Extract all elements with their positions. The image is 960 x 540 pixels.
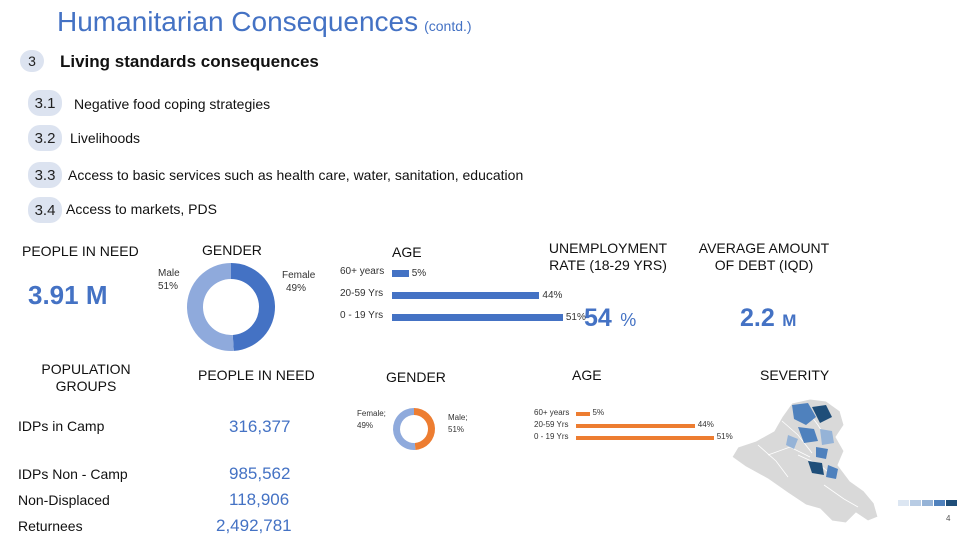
people-in-need-label: PEOPLE IN NEED [22,243,139,259]
subitem-number-badge: 3.4 [28,197,62,223]
debt-unit: M [782,311,797,330]
unemployment-value-block: 54 % [584,304,636,333]
donut-female-slice [414,408,435,450]
severity-swatch [910,500,921,506]
severity-swatch [898,500,909,506]
debt-label: AVERAGE AMOUNT OF DEBT (IQD) [698,240,830,273]
subitem-number-badge: 3.2 [28,125,62,151]
group-row-label: Returnees [18,518,83,534]
age-bar-value: 5% [411,268,427,279]
gender-donut-chart [187,263,276,351]
col-people-in-need: PEOPLE IN NEED [198,367,315,383]
donut-female-label: Female [282,270,316,281]
donut2-male-label: Male; 51% [448,413,468,434]
map-country-outline [731,398,879,524]
age-bar-label: 60+ years [340,266,385,277]
debt-value-block: 2.2 M [740,304,796,333]
age-bar-label: 20-59 Yrs [340,288,384,299]
subitem-label: Livelihoods [70,130,141,146]
col-gender: GENDER [386,369,446,385]
people-in-need-value: 3.91 M [28,280,108,310]
group-row-value: 2,492,781 [216,516,292,535]
page-number: 4 [946,514,951,523]
debt-value: 2.2 [740,304,775,332]
title-subtitle: (contd.) [424,18,472,34]
donut-female-slice [231,263,276,351]
unemployment-unit: % [620,310,637,330]
title-text: Humanitarian Consequences [57,6,419,37]
severity-legend [898,500,957,506]
donut-male-slice [187,263,234,351]
age-label: AGE [392,244,422,260]
age-bar-label: 60+ years [534,408,570,417]
unemployment-label: UNEMPLOYMENT RATE (18-29 YRS) [548,240,668,273]
age-bar [392,270,409,277]
subitem-label: Access to basic services such as health … [68,167,524,183]
section-title: Living standards consequences [60,52,319,71]
age-bar [392,314,563,321]
severity-swatch [934,500,945,506]
col-age: AGE [572,367,602,383]
age-bar-value: 44% [697,420,714,429]
group-row-value: 118,906 [229,490,290,509]
unemployment-value: 54 [584,304,612,332]
age-bar-label: 0 - 19 Yrs [340,310,384,321]
age-bar [576,412,590,416]
gender-label: GENDER [202,242,262,258]
subitem-label: Access to markets, PDS [66,201,217,217]
severity-swatch [922,500,933,506]
donut-male-pct: 51% [158,281,179,292]
col-population-groups: POPULATION GROUPS [41,361,131,394]
subitem-number-badge: 3.1 [28,90,62,116]
section-number-badge: 3 [20,50,44,72]
donut-male-slice [393,408,416,450]
group-row-label: IDPs in Camp [18,418,105,434]
group-row-value: 985,562 [229,464,291,483]
donut-female-pct: 49% [286,283,307,294]
age-bar-value: 51% [716,432,733,441]
age-bar-value: 51% [565,312,586,323]
age-bar-value: 44% [542,290,563,301]
map-severity-areas [786,403,838,479]
severity-map [731,398,879,524]
group-row-value: 316,377 [229,417,291,436]
age-bar-label: 0 - 19 Yrs [534,432,569,441]
group-gender-donut [393,408,435,450]
donut2-female-label: Female; 49% [357,409,386,430]
age-bar [392,292,540,299]
age-bar-label: 20-59 Yrs [534,420,569,429]
severity-swatch [946,500,957,506]
age-bar-value: 5% [592,408,605,417]
age-bar [576,436,714,440]
subitem-label: Negative food coping strategies [74,96,271,112]
col-severity: SEVERITY [760,367,830,383]
subitem-number-badge: 3.3 [28,162,62,188]
donut-male-label: Male [158,268,180,279]
group-row-label: Non-Displaced [18,492,110,508]
page-title: Humanitarian Consequences (contd.) [57,6,472,38]
age-bar-chart: 60+ years 5% 20-59 Yrs 44% 0 - 19 Yrs 51% [340,266,586,332]
age-bar [576,424,695,428]
group-row-label: IDPs Non - Camp [18,466,128,482]
group-age-bar-chart: 60+ years 5% 20-59 Yrs 44% 0 - 19 Yrs 51% [534,408,733,448]
